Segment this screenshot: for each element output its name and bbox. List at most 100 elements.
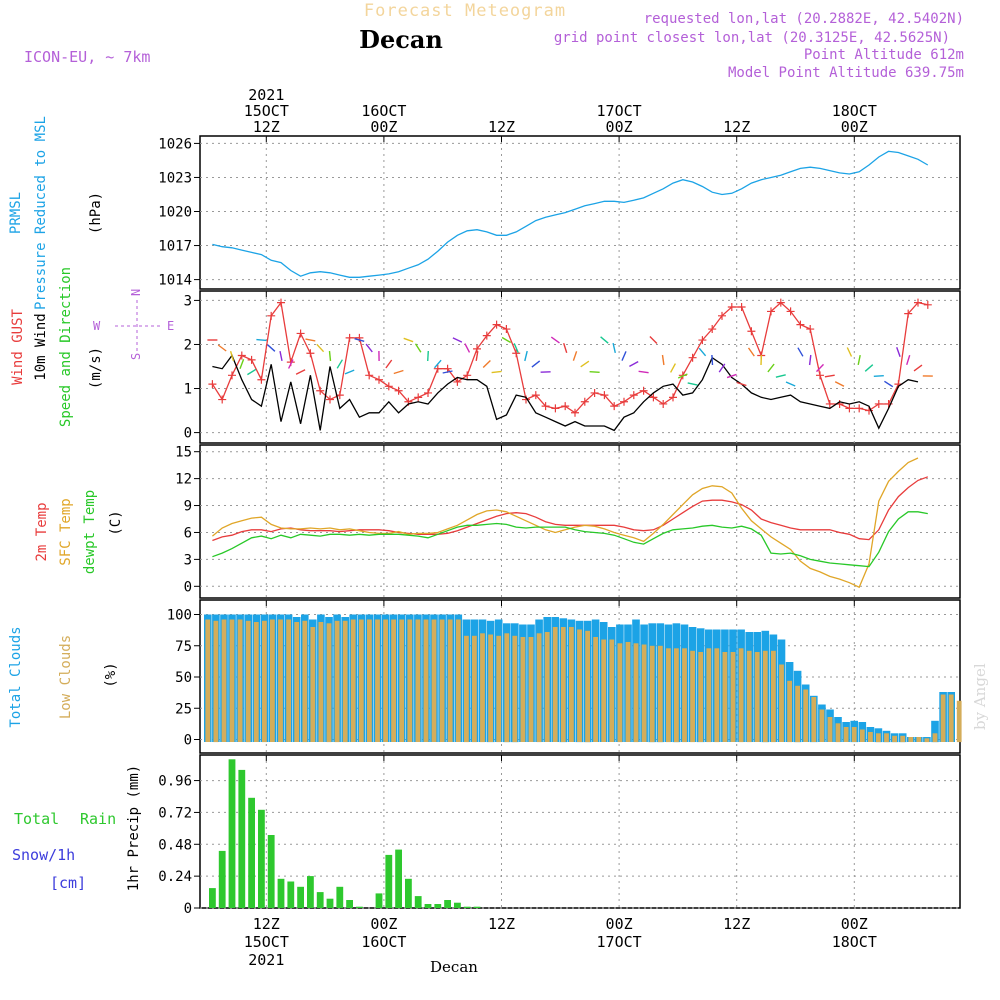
low-cloud-bar	[948, 694, 954, 742]
y-tick-label: 0.72	[158, 805, 192, 821]
y-tick-label: 15	[175, 445, 192, 461]
low-cloud-bar	[577, 629, 582, 742]
info-line: Point Altitude 612m	[804, 47, 964, 63]
rain-bar	[258, 809, 265, 908]
wind-direction-arrow	[857, 354, 861, 366]
wind-direction-arrow	[239, 359, 245, 369]
low-cloud-bar	[439, 619, 445, 742]
wind-direction-arrow	[824, 374, 835, 378]
gust-marker	[345, 333, 354, 342]
station-title: Decan	[359, 25, 443, 54]
low-cloud-bar	[851, 727, 857, 742]
bottom-time-label: 00Z	[606, 915, 633, 933]
low-cloud-bar	[674, 648, 679, 743]
low-cloud-bar	[859, 729, 865, 742]
gust-marker	[531, 391, 540, 400]
low-cloud-bar	[350, 619, 356, 742]
top-time-label: 12Z	[723, 118, 750, 136]
series-line-sfc-temp	[211, 457, 919, 589]
gust-marker	[590, 388, 599, 397]
precip-side-label: Snow/1h	[12, 846, 75, 864]
y-tick-label: 1020	[158, 205, 192, 221]
wind-direction-arrow	[808, 354, 812, 366]
gust-marker	[433, 364, 442, 373]
rain-bar	[218, 850, 226, 908]
gust-marker	[865, 406, 873, 415]
low-cloud-bar	[512, 635, 518, 743]
gust-marker	[561, 402, 570, 411]
low-cloud-bar	[480, 633, 485, 743]
wind-direction-arrow	[638, 370, 649, 374]
low-cloud-bar	[334, 620, 340, 743]
gust-marker	[267, 311, 276, 320]
gust-marker	[414, 393, 423, 402]
wind-direction-arrow	[785, 381, 796, 387]
low-cloud-bar	[464, 635, 469, 743]
y-tick-label: 2	[184, 337, 192, 353]
low-cloud-bar	[843, 727, 849, 742]
wind-direction-arrow	[621, 351, 627, 361]
wind-direction-arrow	[846, 347, 853, 357]
rain-bar	[307, 876, 314, 908]
low-cloud-bar	[423, 619, 429, 742]
bottom-time-label: 00Z	[841, 915, 868, 933]
y-axis-label: (C)	[108, 510, 124, 535]
bottom-time-label: 12Z	[253, 915, 280, 933]
gust-marker	[914, 298, 922, 307]
gust-marker	[649, 393, 658, 402]
gust-marker	[316, 386, 325, 395]
grid-lines	[194, 136, 960, 909]
gust-marker	[473, 344, 481, 353]
y-axis-label: (m/s)	[88, 347, 104, 389]
compass-north: N	[129, 289, 143, 296]
wind-direction-arrow	[797, 347, 804, 357]
rain-bar	[228, 759, 236, 908]
chart-marks	[204, 150, 962, 908]
low-cloud-bar	[237, 619, 243, 742]
y-tick-label: 1023	[158, 170, 192, 186]
panel-frame-4	[199, 754, 961, 909]
side-label: PRMSL	[8, 192, 24, 234]
low-cloud-bar	[229, 619, 235, 742]
low-cloud-bar	[666, 648, 671, 743]
low-cloud-bar	[221, 619, 227, 742]
wind-direction-arrow	[229, 351, 235, 361]
wind-direction-arrow	[884, 380, 894, 388]
top-time-label: 00Z	[370, 118, 397, 136]
rain-bar	[326, 898, 334, 908]
series-line-2m-temp	[212, 476, 929, 542]
gust-marker	[688, 353, 697, 362]
rain-bar	[248, 797, 255, 908]
bottom-time-label: 18OCT	[832, 933, 877, 951]
rain-bar	[277, 878, 285, 908]
y-tick-label: 1026	[158, 136, 192, 152]
series-line-wind-gust	[211, 300, 928, 414]
low-cloud-bar	[528, 637, 534, 742]
y-axis-label: (hPa)	[88, 192, 104, 234]
y-tick-label: 0.96	[158, 774, 192, 790]
gust-marker	[600, 391, 609, 400]
forecast-subtitle: Forecast Meteogram	[364, 1, 566, 21]
total-cloud-bar	[931, 720, 939, 743]
wind-direction-arrow	[563, 342, 568, 354]
low-cloud-bar	[504, 633, 510, 743]
wind-direction-arrow	[767, 363, 775, 373]
gust-marker	[747, 327, 756, 336]
low-cloud-bar	[358, 619, 364, 742]
rain-bar	[238, 769, 246, 908]
gust-marker	[326, 395, 334, 404]
wind-direction-arrow	[913, 364, 923, 372]
side-label: 2m Temp	[34, 502, 50, 561]
low-cloud-bar	[569, 627, 574, 742]
gust-marker	[806, 325, 815, 334]
wind-direction-arrow	[524, 350, 528, 362]
y-tick-label: 3	[184, 552, 192, 568]
compass-south: S	[129, 353, 143, 360]
low-cloud-bar	[641, 644, 647, 742]
info-line: Model Point Altitude 639.75m	[728, 65, 964, 81]
wind-direction-arrow	[531, 360, 541, 368]
gust-marker	[453, 377, 462, 386]
low-cloud-bar	[722, 652, 728, 742]
rain-bar	[356, 906, 363, 908]
